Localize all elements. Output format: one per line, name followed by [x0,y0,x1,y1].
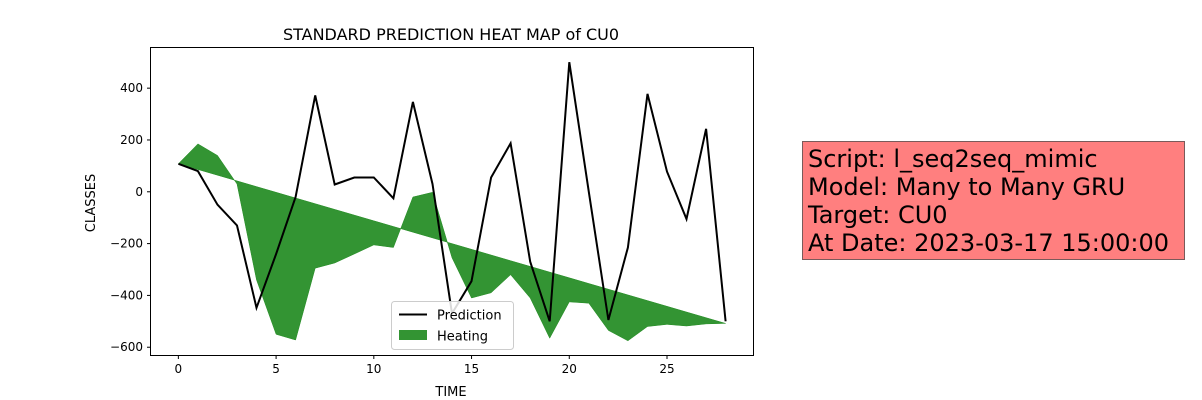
chart-title: STANDARD PREDICTION HEAT MAP of CU0 [283,25,619,44]
y-tick-label: −200 [110,237,143,251]
x-tick-label: 0 [175,362,183,376]
info-script: Script: l_seq2seq_mimic [808,145,1098,173]
x-tick-label: 25 [659,362,674,376]
x-axis-label: TIME [434,385,466,400]
x-tick-label: 5 [272,362,280,376]
info-date: At Date: 2023-03-17 15:00:00 [808,229,1170,257]
legend-heating-swatch [399,330,427,340]
legend-prediction-label: Prediction [437,309,502,324]
info-box: Script: l_seq2seq_mimic Model: Many to M… [802,141,1185,260]
plot-frame [150,47,754,356]
y-tick-label: −600 [110,340,143,354]
heating-area-layer [177,143,726,342]
y-tick-label: 200 [120,133,143,147]
x-axis-ticks: 0 5 10 15 20 25 [175,355,675,376]
y-axis-label: CLASSES [84,174,99,232]
y-axis-ticks: −600 −400 −200 0 200 400 [110,81,151,354]
y-tick-label: 0 [135,185,143,199]
y-tick-label: 400 [120,81,143,95]
x-tick-label: 20 [562,362,577,376]
info-model: Model: Many to Many GRU [808,173,1126,201]
x-tick-label: 15 [464,362,479,376]
legend-heating-label: Heating [437,330,488,345]
legend: Prediction Heating [391,301,514,350]
heating-area [177,143,726,342]
info-target: Target: CU0 [808,201,948,229]
y-tick-label: −400 [110,288,143,302]
x-tick-label: 10 [366,362,381,376]
